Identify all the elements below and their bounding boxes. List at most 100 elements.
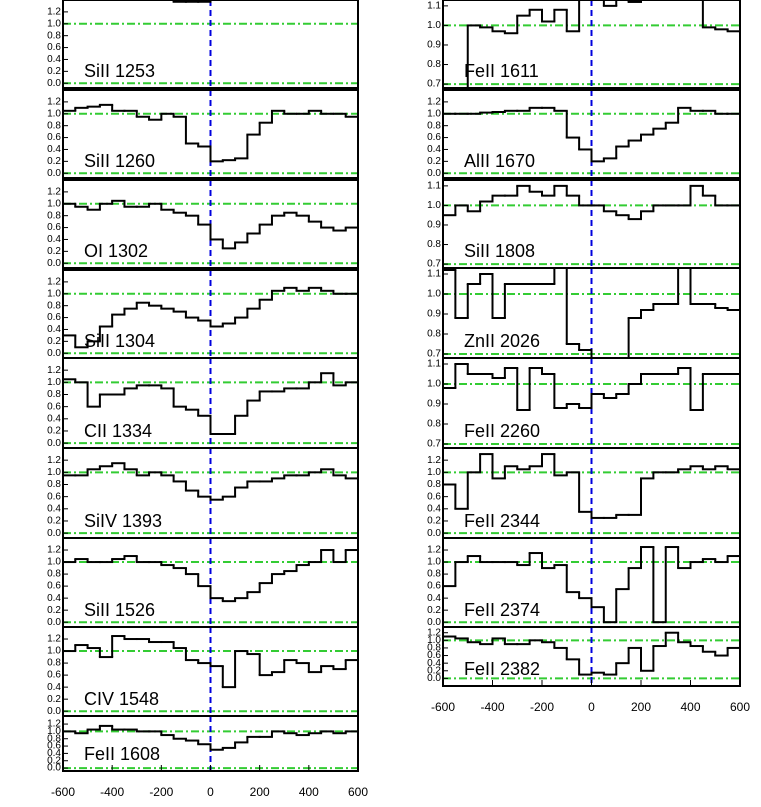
y-tick-label: 0.4 — [47, 234, 61, 245]
line-label: SiII 1526 — [84, 600, 155, 620]
panel — [443, 627, 740, 686]
panel — [443, 180, 740, 268]
y-tick-label: 0.0 — [427, 528, 441, 539]
panel — [63, 0, 358, 88]
y-tick-label: 0.8 — [47, 300, 61, 311]
line-label: SiII 1808 — [464, 241, 535, 261]
y-tick-label: 0.6 — [47, 670, 61, 681]
line-label: OI 1302 — [84, 241, 148, 261]
panel-frame — [442, 89, 741, 179]
y-tick-label: 0.8 — [427, 419, 441, 430]
x-tick-label: 600 — [730, 700, 750, 714]
y-tick-label: 0.2 — [47, 156, 61, 167]
y-tick-label: 0.0 — [47, 168, 61, 179]
y-tick-label: 0.0 — [47, 258, 61, 269]
x-tick-label: -600 — [431, 700, 455, 714]
x-tick-label: 200 — [250, 785, 270, 799]
x-tick-label: 400 — [680, 700, 700, 714]
line-label: SiIV 1393 — [84, 511, 162, 531]
panel — [443, 90, 740, 178]
y-tick-label: 0.2 — [47, 755, 61, 766]
y-tick-label: 1.0 — [427, 200, 441, 211]
panel-frame — [62, 179, 359, 269]
y-tick-label: 0.8 — [427, 479, 441, 490]
panel — [63, 448, 358, 538]
y-tick-label: 0.0 — [427, 673, 441, 684]
y-tick-label: 0.4 — [47, 54, 61, 65]
panel-frame — [442, 0, 741, 89]
y-tick-label: 1.0 — [47, 646, 61, 657]
y-tick-label: 0.6 — [47, 312, 61, 323]
y-tick-label: 0.2 — [47, 426, 61, 437]
y-tick-label: 0.0 — [47, 617, 61, 628]
line-label: CIV 1548 — [84, 689, 159, 709]
x-tick-label: -400 — [480, 700, 504, 714]
y-tick-label: 0.8 — [427, 329, 441, 340]
y-tick-label: 0.0 — [47, 438, 61, 449]
y-tick-label: 1.2 — [47, 187, 61, 198]
y-tick-label: 0.9 — [427, 220, 441, 231]
y-tick-label: 0.8 — [47, 30, 61, 41]
y-tick-label: 0.8 — [47, 658, 61, 669]
y-tick-label: 0.6 — [47, 132, 61, 143]
panel — [443, 0, 740, 88]
y-tick-label: 0.8 — [47, 569, 61, 580]
line-label: ZnII 2026 — [464, 331, 540, 351]
panel — [443, 358, 740, 448]
y-tick-label: 1.2 — [47, 277, 61, 288]
y-tick-label: 1.0 — [427, 289, 441, 300]
y-tick-label: 0.4 — [47, 593, 61, 604]
line-label: CII 1334 — [84, 421, 152, 441]
line-label: SiII 1253 — [84, 61, 155, 81]
y-tick-label: 1.1 — [427, 359, 441, 370]
line-label: FeII 1608 — [84, 744, 160, 764]
y-tick-label: 1.0 — [427, 467, 441, 478]
y-tick-label: 0.2 — [427, 665, 441, 676]
y-tick-label: 0.6 — [47, 581, 61, 592]
y-tick-label: 1.0 — [47, 377, 61, 388]
line-label: SiII 1260 — [84, 151, 155, 171]
y-tick-label: 0.8 — [47, 479, 61, 490]
panel — [63, 180, 358, 268]
y-tick-label: 1.2 — [427, 455, 441, 466]
y-tick-label: 0.0 — [47, 78, 61, 89]
y-tick-label: 0.4 — [47, 503, 61, 514]
y-tick-label: 1.0 — [47, 467, 61, 478]
y-tick-label: 1.0 — [427, 557, 441, 568]
y-tick-label: 1.2 — [47, 97, 61, 108]
y-tick-label: 0.8 — [47, 210, 61, 221]
y-tick-label: 0.8 — [47, 733, 61, 744]
x-tick-label: 600 — [348, 785, 368, 799]
y-tick-label: 0.9 — [427, 309, 441, 320]
y-tick-label: 0.2 — [427, 516, 441, 527]
y-tick-label: 0.4 — [47, 682, 61, 693]
y-tick-label: 0.8 — [47, 120, 61, 131]
y-tick-label: 1.0 — [427, 379, 441, 390]
y-tick-label: 1.2 — [47, 365, 61, 376]
y-tick-label: 0.2 — [47, 336, 61, 347]
line-label: AlII 1670 — [464, 151, 535, 171]
y-tick-label: 0.6 — [47, 401, 61, 412]
line-label: FeII 2382 — [464, 659, 540, 679]
y-tick-label: 1.1 — [427, 269, 441, 280]
y-tick-label: 1.2 — [427, 545, 441, 556]
y-tick-label: 0.4 — [47, 324, 61, 335]
panel-frame — [62, 89, 359, 179]
y-tick-label: 0.8 — [427, 239, 441, 250]
y-tick-label: 0.2 — [47, 694, 61, 705]
x-tick-label: 400 — [299, 785, 319, 799]
y-tick-label: 0.9 — [427, 399, 441, 410]
y-tick-label: 0.7 — [427, 79, 441, 90]
y-tick-label: 1.2 — [47, 634, 61, 645]
y-tick-label: 0.4 — [47, 413, 61, 424]
y-tick-label: 0.0 — [427, 168, 441, 179]
panel — [443, 268, 740, 358]
panel — [443, 538, 740, 627]
panel-frame — [62, 0, 359, 89]
y-tick-label: 0.0 — [47, 706, 61, 717]
x-tick-label: -600 — [51, 785, 75, 799]
y-tick-label: 0.2 — [427, 156, 441, 167]
line-label: FeII 1611 — [464, 61, 539, 81]
y-tick-label: 0.6 — [427, 650, 441, 661]
